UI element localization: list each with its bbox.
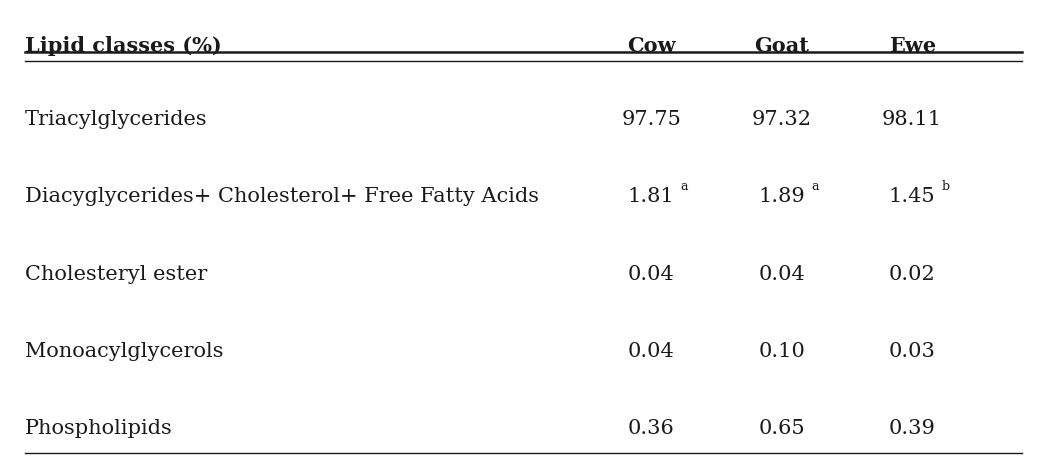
Text: a: a — [811, 181, 818, 194]
Text: 1.45: 1.45 — [889, 188, 935, 207]
Text: Triacylglycerides: Triacylglycerides — [25, 110, 207, 129]
Text: Goat: Goat — [754, 36, 809, 56]
Text: Cow: Cow — [627, 36, 675, 56]
Text: Diacyglycerides+ Cholesterol+ Free Fatty Acids: Diacyglycerides+ Cholesterol+ Free Fatty… — [25, 188, 539, 207]
Text: Cholesteryl ester: Cholesteryl ester — [25, 265, 207, 284]
Text: 98.11: 98.11 — [882, 110, 943, 129]
Text: 0.39: 0.39 — [889, 419, 935, 438]
Text: 0.65: 0.65 — [758, 419, 805, 438]
Text: Ewe: Ewe — [889, 36, 935, 56]
Text: Monoacylglycerols: Monoacylglycerols — [25, 342, 223, 361]
Text: 0.36: 0.36 — [628, 419, 674, 438]
Text: 97.75: 97.75 — [622, 110, 682, 129]
Text: 0.02: 0.02 — [889, 265, 935, 284]
Text: 0.10: 0.10 — [758, 342, 805, 361]
Text: 0.03: 0.03 — [889, 342, 935, 361]
Text: 0.04: 0.04 — [758, 265, 805, 284]
Text: a: a — [681, 181, 688, 194]
Text: 0.04: 0.04 — [628, 265, 674, 284]
Text: b: b — [942, 181, 950, 194]
Text: Lipid classes (%): Lipid classes (%) — [25, 36, 222, 56]
Text: 97.32: 97.32 — [752, 110, 812, 129]
Text: 1.89: 1.89 — [758, 188, 805, 207]
Text: 0.04: 0.04 — [628, 342, 674, 361]
Text: Phospholipids: Phospholipids — [25, 419, 173, 438]
Text: 1.81: 1.81 — [628, 188, 674, 207]
